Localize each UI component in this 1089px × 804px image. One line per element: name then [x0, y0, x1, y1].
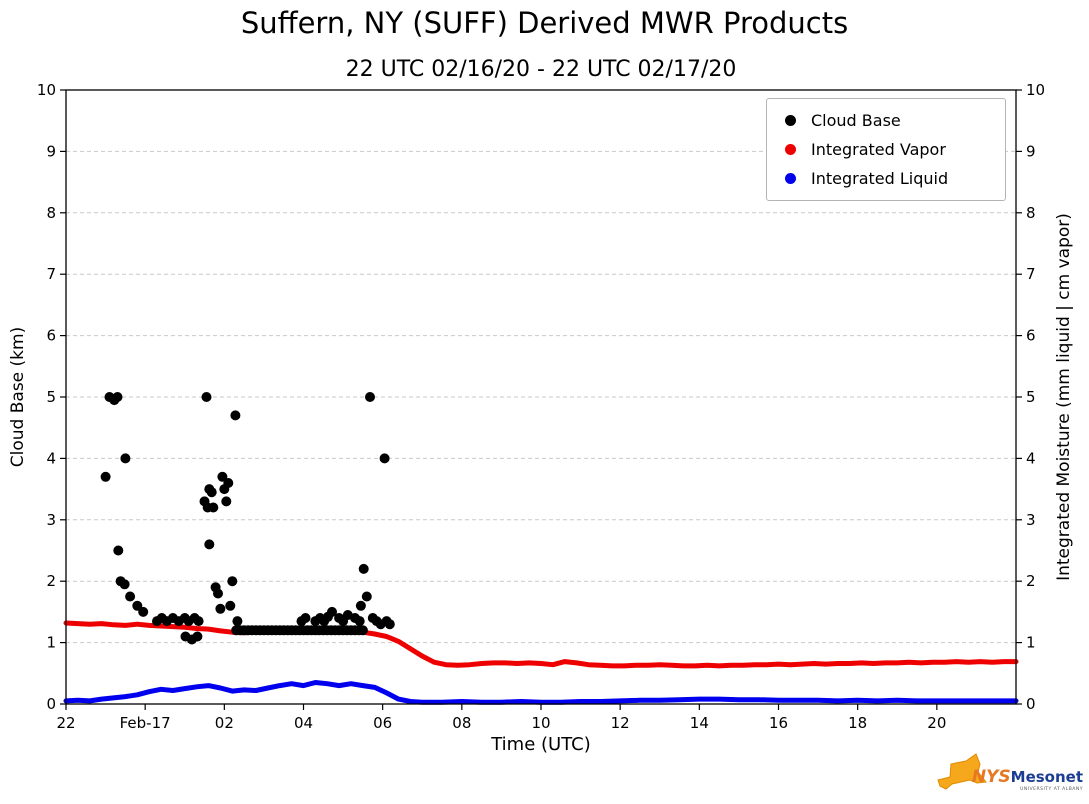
integrated-vapor-marker-icon	[785, 144, 796, 155]
svg-text:Feb-17: Feb-17	[120, 714, 171, 732]
svg-text:5: 5	[46, 388, 56, 406]
svg-text:2: 2	[46, 572, 56, 590]
svg-text:4: 4	[1026, 449, 1036, 467]
y-axis-label-left: Cloud Base (km)	[8, 326, 28, 468]
svg-text:10: 10	[531, 714, 550, 732]
svg-text:08: 08	[452, 714, 471, 732]
y-axis-label-right: Integrated Moisture (mm liquid | cm vapo…	[1054, 213, 1074, 581]
svg-text:0: 0	[1026, 695, 1036, 713]
svg-text:10: 10	[37, 81, 56, 99]
svg-text:5: 5	[1026, 388, 1036, 406]
nys-mesonet-logo: NYSMesonet UNIVERSITY AT ALBANY	[936, 752, 1083, 796]
svg-text:8: 8	[1026, 204, 1036, 222]
cloud-base-marker-icon	[785, 115, 796, 126]
logo-text: NYSMesonet UNIVERSITY AT ALBANY	[972, 767, 1083, 792]
svg-text:14: 14	[690, 714, 709, 732]
svg-text:7: 7	[1026, 265, 1036, 283]
svg-text:2: 2	[1026, 572, 1036, 590]
svg-text:18: 18	[848, 714, 867, 732]
legend-item-integrated-liquid: Integrated Liquid	[767, 164, 1005, 193]
svg-text:1: 1	[1026, 634, 1036, 652]
svg-text:6: 6	[46, 327, 56, 345]
svg-text:22: 22	[56, 714, 75, 732]
svg-text:8: 8	[46, 204, 56, 222]
svg-text:02: 02	[215, 714, 234, 732]
svg-text:3: 3	[46, 511, 56, 529]
svg-text:16: 16	[769, 714, 788, 732]
legend-label: Integrated Vapor	[811, 140, 946, 159]
legend: Cloud Base Integrated Vapor Integrated L…	[766, 98, 1006, 201]
svg-text:06: 06	[373, 714, 392, 732]
svg-text:1: 1	[46, 634, 56, 652]
svg-text:0: 0	[46, 695, 56, 713]
x-axis-label: Time (UTC)	[491, 734, 591, 755]
logo-nys-text: NYS	[971, 766, 1011, 787]
svg-text:3: 3	[1026, 511, 1036, 529]
legend-label: Cloud Base	[811, 111, 901, 130]
legend-item-cloud-base: Cloud Base	[767, 106, 1005, 135]
svg-text:4: 4	[46, 449, 56, 467]
svg-text:6: 6	[1026, 327, 1036, 345]
legend-label: Integrated Liquid	[811, 169, 949, 188]
svg-text:10: 10	[1026, 81, 1045, 99]
svg-text:9: 9	[1026, 142, 1036, 160]
legend-item-integrated-vapor: Integrated Vapor	[767, 135, 1005, 164]
svg-text:9: 9	[46, 142, 56, 160]
svg-text:04: 04	[294, 714, 313, 732]
logo-tagline: UNIVERSITY AT ALBANY	[1020, 786, 1083, 792]
svg-text:12: 12	[611, 714, 630, 732]
svg-text:7: 7	[46, 265, 56, 283]
integrated-liquid-marker-icon	[785, 173, 796, 184]
logo-mesonet-text: Mesonet	[1010, 767, 1083, 786]
ny-state-shape-icon	[937, 753, 987, 790]
chart-title: Suffern, NY (SUFF) Derived MWR Products	[240, 6, 849, 40]
chart-subtitle: 22 UTC 02/16/20 - 22 UTC 02/17/20	[345, 57, 737, 82]
svg-text:20: 20	[927, 714, 946, 732]
